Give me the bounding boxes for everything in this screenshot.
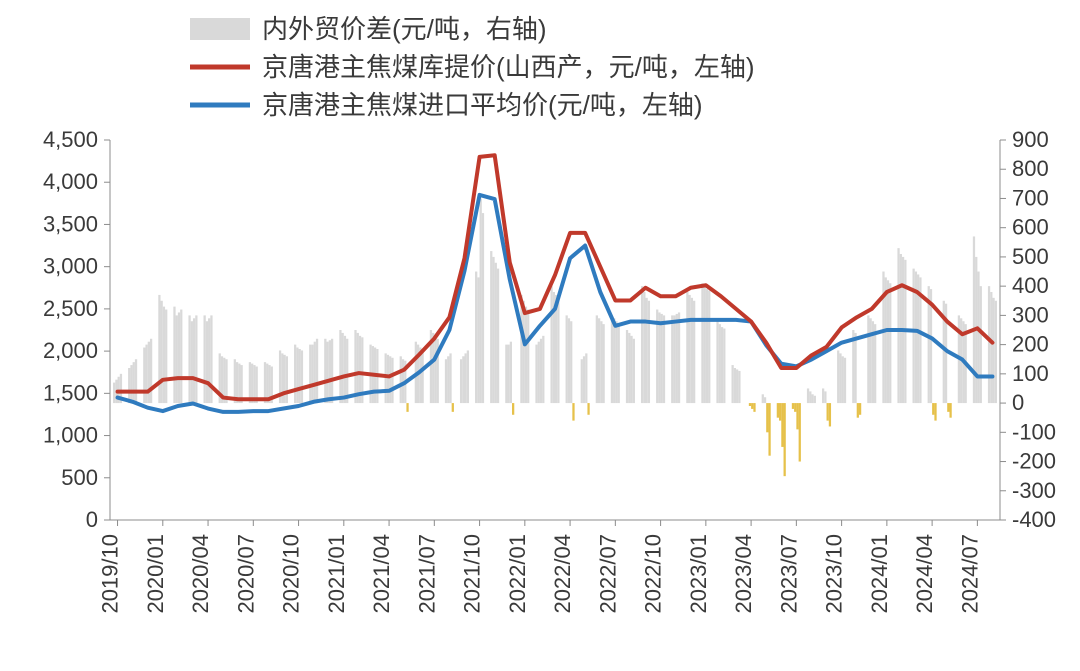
svg-text:2020/07: 2020/07 <box>233 534 258 614</box>
svg-text:京唐港主焦煤进口平均价(元/吨，左轴): 京唐港主焦煤进口平均价(元/吨，左轴) <box>262 90 703 120</box>
svg-text:2023/07: 2023/07 <box>776 534 801 614</box>
coal-price-chart: 0 500 1,000 1,500 2,000 2,500 3,000 3,500 4,000 4… <box>0 0 1080 671</box>
svg-text:2023/01: 2023/01 <box>686 534 711 614</box>
svg-text:2020/01: 2020/01 <box>143 534 168 614</box>
svg-text:3,000: 3,000 <box>43 254 98 279</box>
svg-text:2023/10: 2023/10 <box>822 534 847 614</box>
svg-text:2,000: 2,000 <box>43 338 98 363</box>
svg-text:2,500: 2,500 <box>43 296 98 321</box>
svg-text:200: 200 <box>1012 332 1049 357</box>
svg-text:700: 700 <box>1012 185 1049 210</box>
svg-text:500: 500 <box>61 465 98 490</box>
svg-text:300: 300 <box>1012 302 1049 327</box>
svg-text:0: 0 <box>86 507 98 532</box>
svg-text:-200: -200 <box>1012 449 1056 474</box>
svg-text:4,000: 4,000 <box>43 169 98 194</box>
svg-text:2022/10: 2022/10 <box>641 534 666 614</box>
svg-text:-400: -400 <box>1012 507 1056 532</box>
svg-text:2022/04: 2022/04 <box>550 534 575 614</box>
svg-text:2021/10: 2021/10 <box>460 534 485 614</box>
svg-text:900: 900 <box>1012 127 1049 152</box>
svg-text:1,000: 1,000 <box>43 423 98 448</box>
svg-text:-300: -300 <box>1012 478 1056 503</box>
svg-text:2021/01: 2021/01 <box>324 534 349 614</box>
svg-text:1,500: 1,500 <box>43 380 98 405</box>
svg-text:800: 800 <box>1012 156 1049 181</box>
svg-text:2021/04: 2021/04 <box>369 534 394 614</box>
svg-text:0: 0 <box>1012 390 1024 415</box>
svg-text:2024/04: 2024/04 <box>912 534 937 614</box>
svg-text:600: 600 <box>1012 215 1049 240</box>
svg-text:2022/07: 2022/07 <box>595 534 620 614</box>
svg-text:2021/07: 2021/07 <box>414 534 439 614</box>
svg-text:2024/01: 2024/01 <box>867 534 892 614</box>
svg-text:2024/07: 2024/07 <box>957 534 982 614</box>
svg-text:内外贸价差(元/吨，右轴): 内外贸价差(元/吨，右轴) <box>262 14 547 44</box>
svg-text:100: 100 <box>1012 361 1049 386</box>
chart-svg: 0 500 1,000 1,500 2,000 2,500 3,000 3,500 4,000 4… <box>0 0 1080 671</box>
svg-text:-100: -100 <box>1012 419 1056 444</box>
svg-text:400: 400 <box>1012 273 1049 298</box>
svg-text:4,500: 4,500 <box>43 127 98 152</box>
svg-text:2020/04: 2020/04 <box>188 534 213 614</box>
svg-text:2019/10: 2019/10 <box>98 534 123 614</box>
svg-text:2023/04: 2023/04 <box>731 534 756 614</box>
svg-text:2022/01: 2022/01 <box>505 534 530 614</box>
svg-text:京唐港主焦煤库提价(山西产，元/吨，左轴): 京唐港主焦煤库提价(山西产，元/吨，左轴) <box>262 52 755 82</box>
svg-text:3,500: 3,500 <box>43 211 98 236</box>
svg-text:500: 500 <box>1012 244 1049 269</box>
svg-text:2020/10: 2020/10 <box>279 534 304 614</box>
